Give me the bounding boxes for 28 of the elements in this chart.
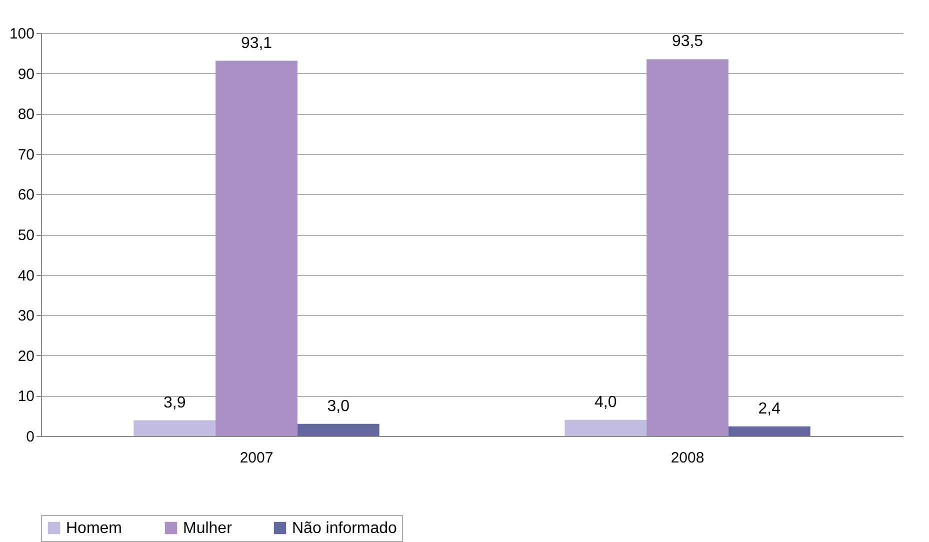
data-label: 2,4 bbox=[758, 400, 781, 418]
data-label: 4,0 bbox=[594, 394, 617, 411]
data-label: 93,1 bbox=[240, 34, 272, 52]
y-tick-label: 0 bbox=[26, 428, 34, 446]
y-tick-label: 50 bbox=[18, 227, 34, 244]
bar bbox=[297, 424, 380, 436]
legend-label: Não informado bbox=[292, 520, 398, 537]
legend-label: Mulher bbox=[183, 520, 233, 537]
y-tick-label: 40 bbox=[18, 267, 34, 284]
data-label: 3,0 bbox=[327, 398, 350, 415]
data-label: 93,5 bbox=[672, 33, 704, 50]
y-tick-label: 70 bbox=[18, 146, 34, 164]
y-tick-label: 80 bbox=[18, 106, 34, 124]
bar bbox=[646, 59, 728, 436]
bar bbox=[564, 420, 647, 436]
x-tick-label: 2008 bbox=[670, 450, 704, 466]
y-tick-label: 90 bbox=[18, 66, 34, 83]
y-tick-label: 100 bbox=[9, 26, 34, 42]
bar bbox=[728, 426, 810, 436]
y-tick-label: 10 bbox=[18, 388, 34, 406]
bar bbox=[216, 60, 298, 436]
y-tick-label: 60 bbox=[18, 186, 34, 204]
data-label: 3,9 bbox=[163, 394, 186, 412]
y-tick-label: 30 bbox=[18, 308, 34, 325]
y-tick-label: 20 bbox=[18, 348, 34, 365]
x-tick-label: 2007 bbox=[240, 450, 274, 466]
legend-label: Homem bbox=[66, 520, 122, 537]
bar bbox=[134, 420, 216, 436]
